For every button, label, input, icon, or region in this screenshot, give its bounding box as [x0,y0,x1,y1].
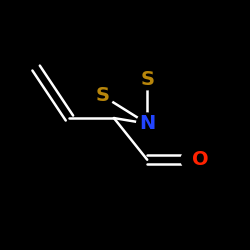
Circle shape [137,68,158,90]
Circle shape [181,149,202,170]
Circle shape [137,113,158,134]
Text: N: N [139,114,155,133]
Circle shape [92,85,113,106]
Text: S: S [140,70,154,89]
Text: S: S [96,86,110,105]
Text: O: O [192,150,208,169]
